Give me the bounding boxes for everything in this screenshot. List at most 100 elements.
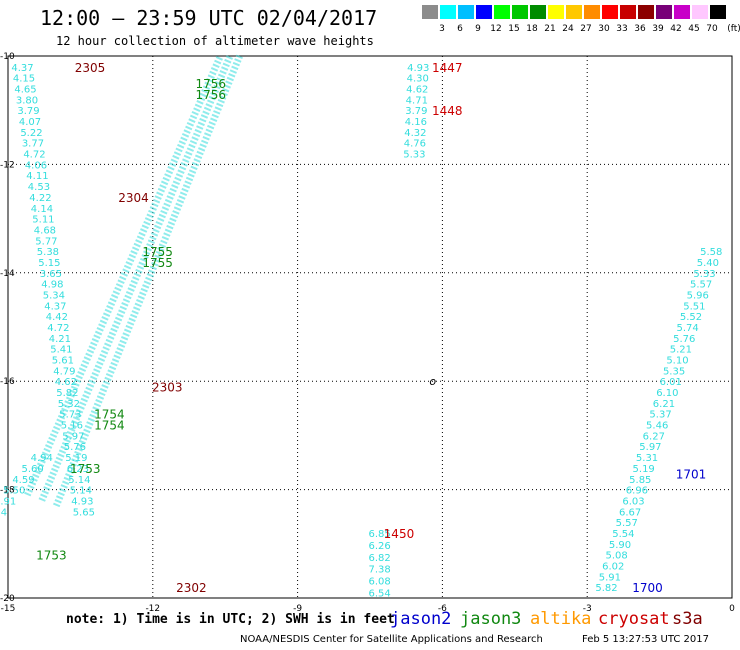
lat-tick-label: -10 bbox=[0, 52, 15, 62]
wave-height-value: 6.02 bbox=[602, 561, 624, 572]
legend-label: 36 bbox=[634, 24, 646, 34]
wave-height-value: 6.27 bbox=[643, 431, 665, 442]
wave-height-value: 4.72 bbox=[47, 323, 69, 334]
wave-height-value: 5.35 bbox=[663, 366, 685, 377]
lon-tick-label: -6 bbox=[438, 604, 447, 614]
wave-height-value: 4.53 bbox=[28, 182, 50, 193]
wave-height-value: 5.40 bbox=[697, 258, 719, 269]
wave-height-value: 6.03 bbox=[622, 496, 644, 507]
wave-height-value: 5.21 bbox=[670, 345, 692, 356]
wave-height-value: 5.54 bbox=[612, 529, 634, 540]
lon-tick-label: -9 bbox=[293, 604, 302, 614]
lat-tick-label: -12 bbox=[0, 160, 15, 170]
legend-swatch bbox=[530, 5, 546, 19]
wave-height-value: 4.21 bbox=[49, 334, 71, 345]
wave-height-value: 5.15 bbox=[38, 258, 60, 269]
wave-height-value: 4.06 bbox=[25, 160, 47, 171]
wave-height-value: 5.91 bbox=[599, 572, 621, 583]
wave-height-value: 5.14 bbox=[70, 486, 92, 497]
wave-height-value: 4.14 bbox=[31, 204, 53, 215]
legend-label: 18 bbox=[526, 24, 538, 34]
legend-swatch bbox=[584, 5, 600, 19]
wave-height-value: 5.58 bbox=[700, 247, 722, 258]
legend-label: 42 bbox=[670, 24, 682, 34]
pass-time-label: 1756 bbox=[195, 77, 226, 91]
wave-height-value: 6.67 bbox=[619, 507, 641, 518]
wave-height-value: 6.21 bbox=[653, 399, 675, 410]
wave-height-value: 5.19 bbox=[633, 464, 655, 475]
wave-height-value: 4.93 bbox=[71, 496, 93, 507]
legend-swatch bbox=[440, 5, 456, 19]
lat-tick-label: -14 bbox=[0, 269, 15, 279]
legend-swatch bbox=[512, 5, 528, 19]
wave-height-value: 5.77 bbox=[35, 236, 57, 247]
map-title: 12:00 – 23:59 UTC 02/04/2017 bbox=[40, 6, 378, 30]
satellite-track bbox=[38, 54, 234, 502]
wave-height-value: 4.59 bbox=[12, 475, 34, 486]
pass-time-label: 2304 bbox=[118, 191, 149, 205]
pass-time-label: 1700 bbox=[632, 581, 663, 595]
legend-swatch bbox=[656, 5, 672, 19]
generated-timestamp: Feb 5 13:27:53 UTC 2017 bbox=[582, 634, 709, 645]
wave-height-value: 4.79 bbox=[53, 366, 75, 377]
wave-height-value: 5.50 bbox=[3, 486, 25, 497]
pass-time-label: 1701 bbox=[676, 467, 707, 481]
wave-height-value: 6.96 bbox=[626, 486, 648, 497]
footer-note: note: 1) Time is in UTC; 2) SWH is in fe… bbox=[66, 612, 395, 627]
lon-tick-label: -15 bbox=[1, 604, 16, 614]
credit-line: NOAA/NESDIS Center for Satellite Applica… bbox=[240, 634, 543, 645]
pass-time-label: 1756 bbox=[195, 88, 226, 102]
lon-tick-label: 0 bbox=[729, 604, 735, 614]
pass-time-label: 1755 bbox=[142, 245, 173, 259]
wave-height-value: 4.94 bbox=[31, 453, 53, 464]
legend-swatch bbox=[566, 5, 582, 19]
pass-time-label: 1450 bbox=[384, 527, 415, 541]
wave-height-value: 5.16 bbox=[61, 421, 83, 432]
legend-label: 45 bbox=[688, 24, 700, 34]
wave-height-value: 4.15 bbox=[13, 74, 35, 85]
wave-height-value: 6.82 bbox=[369, 553, 391, 564]
satellite-name-jason3: jason3 bbox=[460, 609, 522, 629]
wave-height-value: 6.01 bbox=[660, 377, 682, 388]
wave-height-value: 5.60 bbox=[21, 464, 43, 475]
wave-height-value: 6.54 bbox=[369, 589, 391, 600]
wave-height-value: 5.41 bbox=[50, 345, 72, 356]
legend-label: 15 bbox=[508, 24, 520, 34]
legend-swatch bbox=[710, 5, 726, 19]
wave-height-value: 5.97 bbox=[639, 442, 661, 453]
wave-height-value: 6.10 bbox=[656, 388, 678, 399]
wave-height-value: 4.11 bbox=[26, 171, 48, 182]
wave-height-value: 5.73 bbox=[59, 410, 81, 421]
pass-time-label: 1754 bbox=[94, 408, 125, 422]
legend-swatch bbox=[602, 5, 618, 19]
lat-tick-label: -20 bbox=[0, 594, 15, 604]
wave-height-value: 5.34 bbox=[43, 290, 65, 301]
wave-height-value: 5.76 bbox=[673, 334, 695, 345]
wave-height-value: 4.62 bbox=[55, 377, 77, 388]
map-frame bbox=[7, 55, 733, 599]
wave-height-value: 4.32 bbox=[404, 128, 426, 139]
wave-height-value: 5.57 bbox=[690, 280, 712, 291]
wave-height-value: 5.11 bbox=[32, 215, 54, 226]
lat-tick-label: -16 bbox=[0, 377, 15, 387]
wave-height-value: 5.08 bbox=[606, 551, 628, 562]
satellite-name-s3a: s3a bbox=[672, 609, 703, 629]
wave-height-value: 6.26 bbox=[369, 541, 391, 552]
pass-time-label: 1755 bbox=[142, 256, 173, 270]
legend-label: 21 bbox=[544, 24, 556, 34]
legend-label: 39 bbox=[652, 24, 664, 34]
wave-height-value: 5.74 bbox=[676, 323, 698, 334]
wave-height-value: 5.10 bbox=[666, 356, 688, 367]
legend-swatch bbox=[620, 5, 636, 19]
lat-tick-label: -18 bbox=[0, 486, 15, 496]
legend-swatch bbox=[674, 5, 690, 19]
wave-height-value: 5.14 bbox=[68, 475, 90, 486]
wave-height-value: 5.76 bbox=[64, 442, 86, 453]
wave-height-value: 5.52 bbox=[680, 312, 702, 323]
wave-height-value: 4.68 bbox=[34, 225, 56, 236]
wave-height-value: 4.30 bbox=[407, 74, 429, 85]
wave-height-value: 5.57 bbox=[616, 518, 638, 529]
satellite-name-jason2: jason2 bbox=[390, 609, 452, 629]
legend-label: 30 bbox=[598, 24, 610, 34]
